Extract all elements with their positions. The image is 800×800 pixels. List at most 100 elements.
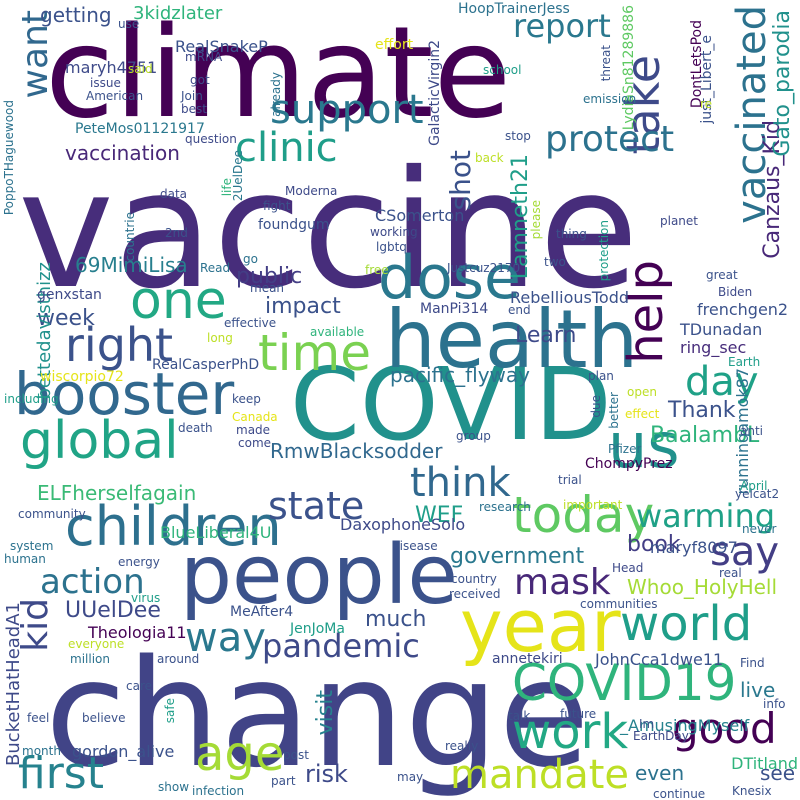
word-manpi314: ManPi314 xyxy=(420,301,489,317)
word-action: action xyxy=(40,562,145,602)
word-im: Im xyxy=(639,717,655,731)
word-find: Find xyxy=(740,656,765,670)
word-head: Head xyxy=(612,561,644,575)
word-pfizer: Pfizer xyxy=(608,442,642,456)
word-age: age xyxy=(195,726,285,782)
word-million: million xyxy=(70,652,110,666)
word-human: human xyxy=(4,552,46,566)
word-daxophonesolo: DaxophoneSolo xyxy=(340,515,466,534)
word-even: even xyxy=(635,761,685,785)
word-around: around xyxy=(157,652,200,666)
word-free: free xyxy=(365,263,389,277)
word-risk: risk xyxy=(305,760,348,788)
word-best: best xyxy=(181,102,207,116)
word-learn: Learn xyxy=(515,323,577,348)
word-people: people xyxy=(180,528,458,623)
word-vaccine: vaccine xyxy=(18,137,639,325)
word-baalambl: BaalambL xyxy=(650,423,760,448)
word-protect: protect xyxy=(545,119,675,160)
word-earthday: EarthDay xyxy=(633,729,689,743)
word-join: Join xyxy=(181,89,203,103)
word-april: April xyxy=(740,479,768,493)
word-effort: effort xyxy=(375,37,414,53)
word-care: care xyxy=(126,679,153,693)
word-global: global xyxy=(20,411,179,471)
word-energy: energy xyxy=(118,555,160,569)
word-anti: anti xyxy=(740,424,763,438)
word-mask: mask xyxy=(514,562,611,603)
word-right: right xyxy=(65,318,174,372)
word-change: change xyxy=(45,628,590,800)
word-country: country xyxy=(451,572,497,586)
word-may: may xyxy=(397,770,424,784)
word-open: open xyxy=(627,385,657,399)
word-dtitland: DTitland xyxy=(731,754,798,773)
word-infection: infection xyxy=(192,784,245,798)
word-uueldee: UUelDee xyxy=(65,598,161,623)
word-mrna: mRNA xyxy=(185,50,223,64)
word-canada: Canada xyxy=(232,410,278,424)
word-say: say xyxy=(710,529,780,575)
word-part: part xyxy=(271,774,296,788)
word-children: children xyxy=(65,495,282,558)
word-mean: mean xyxy=(250,281,285,295)
word-keep: keep xyxy=(232,392,261,406)
word-plan: plan xyxy=(588,369,614,383)
word-jenjoma: JenJoMa xyxy=(290,621,345,637)
word-one: one xyxy=(130,271,227,331)
word-clinic: clinic xyxy=(235,125,338,171)
word-community: community xyxy=(18,507,86,521)
word-made: made xyxy=(236,423,271,437)
word-live: live xyxy=(740,678,776,702)
word-blueliberal4u: BlueLiberal4U xyxy=(160,523,272,542)
word-really: really xyxy=(445,739,479,753)
word-pandemic: pandemic xyxy=(262,627,420,665)
word-lydiasn81289886: LydiaSn81289886 xyxy=(621,5,637,131)
word-buckethatheada1: BucketHatHeadA1 xyxy=(3,602,24,767)
word-come: come xyxy=(238,436,272,450)
word-covid: COVID xyxy=(290,346,612,463)
word-vaccination: vaccination xyxy=(65,141,180,165)
word-health: health xyxy=(385,293,639,386)
word-world: world xyxy=(620,596,753,652)
word-maryh4751: maryh4751 xyxy=(65,58,158,77)
word-week: week xyxy=(37,306,95,331)
word-due: due xyxy=(589,395,603,418)
word-mandate: mandate xyxy=(450,752,630,798)
word-rebellioustodd: RebelliousTodd xyxy=(510,288,629,307)
word-theologia11: Theologia11 xyxy=(88,623,187,642)
word-system: system xyxy=(10,539,54,553)
word-chompyprez: ChompyPrez xyxy=(585,456,673,472)
word-everyone: everyone xyxy=(68,637,125,651)
word-effective: effective xyxy=(224,316,277,330)
word-re: re xyxy=(700,97,713,111)
word-believe: believe xyxy=(82,711,126,725)
word-post: post xyxy=(283,748,309,762)
word-long: long xyxy=(207,331,233,345)
word-foundgum: foundgum xyxy=(258,217,330,233)
word-including: including xyxy=(4,392,59,406)
word-planet: planet xyxy=(660,214,698,228)
word-wiscorpio72: wiscorpio72 xyxy=(40,369,124,385)
word-back: back xyxy=(475,151,504,165)
word-government: government xyxy=(450,544,585,569)
word-warming: warming xyxy=(636,497,776,535)
word-go: go xyxy=(243,252,258,266)
word-data: data xyxy=(160,187,188,201)
word-trial: trial xyxy=(558,473,582,487)
word-yelcat2: yelcat2 xyxy=(735,487,780,501)
word-gato-parodia: Gato_parodia xyxy=(770,10,795,157)
word-us: us xyxy=(608,409,680,482)
word-impact: impact xyxy=(265,294,341,319)
word-support: support xyxy=(270,87,424,133)
word-good: good xyxy=(672,704,777,753)
word-day: day xyxy=(685,359,759,405)
word-threat: threat xyxy=(599,45,613,82)
word-end: end xyxy=(508,303,531,317)
word-see: see xyxy=(760,761,796,785)
word-tdunadan: TDunadan xyxy=(680,320,763,339)
word-fight: fight xyxy=(263,199,291,213)
word-report: report xyxy=(513,7,611,45)
word-whoo-holyhell: Whoo_HolyHell xyxy=(627,575,778,599)
word-dose: dose xyxy=(378,243,521,313)
